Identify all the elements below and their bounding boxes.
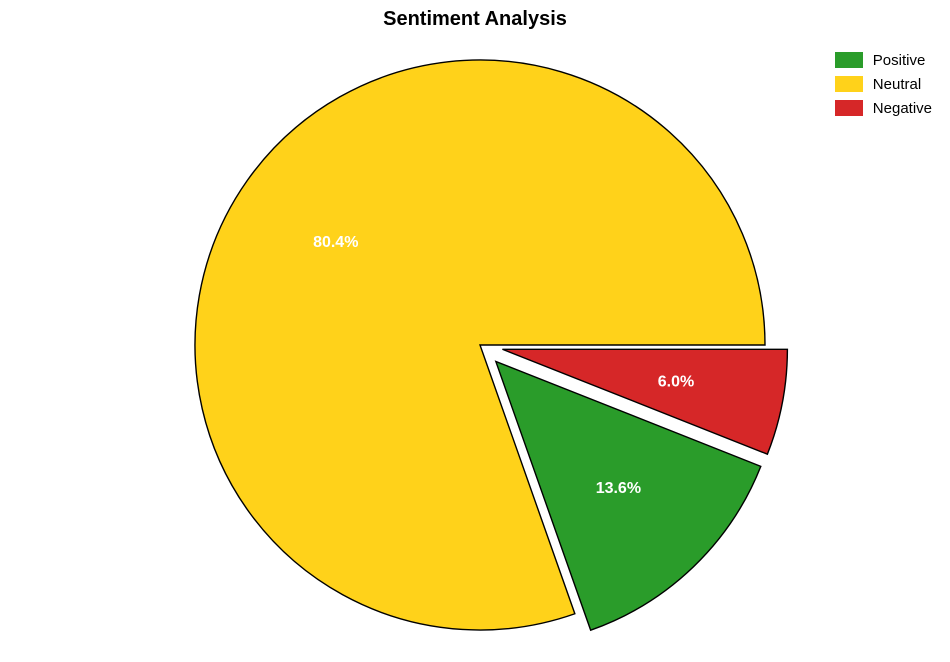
legend-swatch-positive <box>835 52 863 68</box>
pie-svg: 80.4% 13.6% 6.0% <box>0 0 950 662</box>
pie-label-negative: 6.0% <box>658 374 694 391</box>
pie-label-positive: 13.6% <box>596 480 641 497</box>
legend-item-positive: Positive <box>835 48 932 72</box>
legend-label-negative: Negative <box>873 100 932 117</box>
legend-swatch-neutral <box>835 76 863 92</box>
legend: Positive Neutral Negative <box>835 48 932 120</box>
sentiment-pie-chart: Sentiment Analysis 80.4%13.6%6.0% Positi… <box>0 0 950 662</box>
legend-swatch-negative <box>835 100 863 116</box>
legend-item-neutral: Neutral <box>835 72 932 96</box>
legend-label-positive: Positive <box>873 52 926 69</box>
legend-label-neutral: Neutral <box>873 76 921 93</box>
legend-item-negative: Negative <box>835 96 932 120</box>
pie-label-neutral: 80.4% <box>313 234 358 251</box>
